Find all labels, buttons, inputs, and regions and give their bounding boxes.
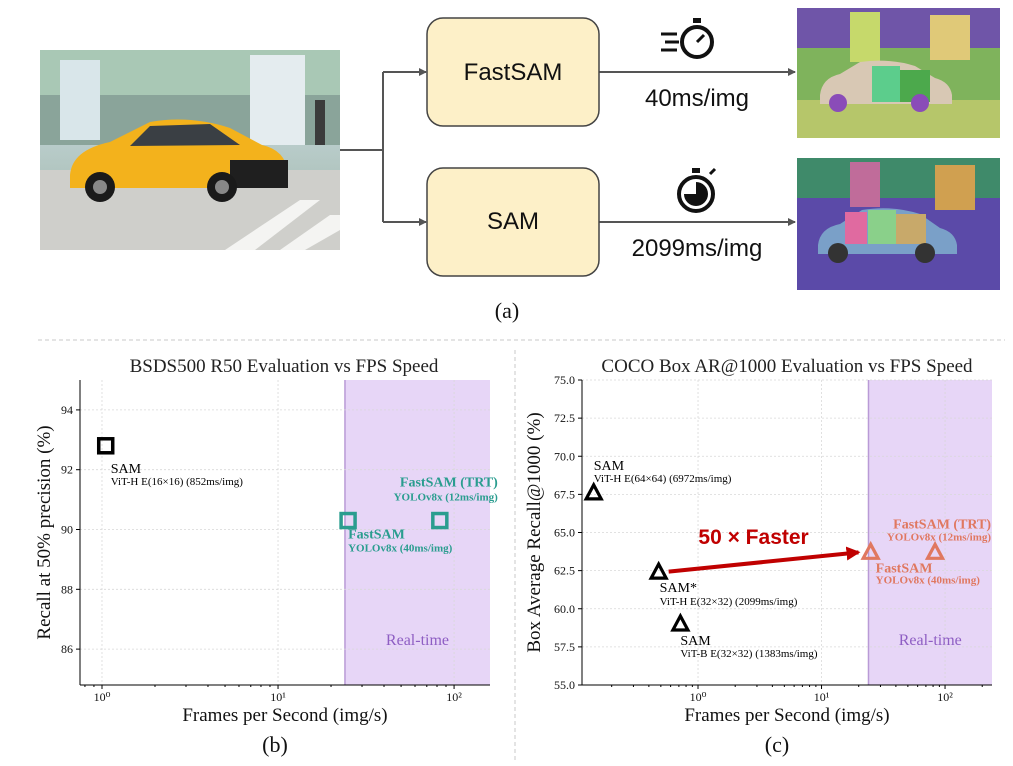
input-image (40, 50, 340, 250)
point-detail: YOLOv8x (40ms/img) (876, 574, 981, 586)
x-axis-label: Frames per Second (img/s) (684, 705, 889, 726)
point-label: FastSAM (TRT) (893, 517, 991, 532)
y-tick-label: 70.0 (554, 449, 575, 463)
y-tick-label: 86 (61, 642, 73, 656)
chart-title: BSDS500 R50 Evaluation vs FPS Speed (130, 356, 439, 377)
y-tick-label: 88 (61, 582, 73, 596)
y-tick-label: 55.0 (554, 678, 575, 692)
point-detail: YOLOv8x (12ms/img) (394, 492, 499, 504)
x-tick-label: 10⁰ (690, 690, 707, 704)
y-axis-label: Box Average Recall@1000 (%) (524, 412, 545, 652)
speedup-arrow (668, 546, 861, 574)
fastsam-output-image (797, 8, 1000, 138)
data-point (96, 437, 115, 455)
fastsam-model-box: FastSAM (426, 17, 600, 127)
point-detail: ViT-H E(16×16) (852ms/img) (111, 476, 244, 488)
x-tick-label: 10¹ (270, 690, 286, 704)
point-label: FastSAM (348, 528, 405, 543)
point-detail: ViT-H E(64×64) (6972ms/img) (594, 473, 732, 485)
caption-a: (a) (495, 298, 519, 323)
realtime-label: Real-time (386, 632, 449, 649)
y-tick-label: 72.5 (554, 411, 575, 425)
y-tick-label: 65.0 (554, 526, 575, 540)
point-label: SAM (594, 459, 625, 474)
y-tick-label: 92 (61, 463, 73, 477)
point-label: SAM (680, 634, 711, 649)
point-detail: ViT-B E(32×32) (1383ms/img) (680, 648, 817, 660)
fastsam-label: FastSAM (464, 59, 563, 86)
point-label: FastSAM (TRT) (400, 476, 498, 491)
speedup-label: 50 × Faster (698, 526, 808, 549)
y-tick-label: 94 (61, 403, 73, 417)
x-tick-label: 10¹ (814, 690, 830, 704)
data-point (670, 612, 691, 632)
sam-output-image (797, 158, 1000, 290)
pipeline-panel: FastSAM SAM 40ms/img 2099ms/img (40, 8, 1000, 323)
y-tick-label: 67.5 (554, 487, 575, 501)
y-tick-label: 90 (61, 523, 73, 537)
y-tick-label: 57.5 (554, 640, 575, 654)
chart-coco: COCO Box AR@1000 Evaluation vs FPS Speed… (524, 356, 992, 757)
data-point (860, 540, 881, 560)
point-detail: YOLOv8x (12ms/img) (887, 531, 992, 543)
fastsam-timing: 40ms/img (645, 85, 749, 112)
point-label: FastSAM (876, 561, 933, 576)
data-point (431, 511, 449, 530)
data-point (339, 511, 357, 530)
point-detail: ViT-H E(32×32) (2099ms/img) (660, 596, 798, 608)
chart-bsds500: BSDS500 R50 Evaluation vs FPS Speed Real-… (34, 356, 498, 757)
data-point (924, 540, 946, 560)
chart-caption: (c) (765, 732, 789, 757)
stopwatch-fast-icon (661, 18, 714, 59)
realtime-region (344, 380, 490, 685)
data-point (583, 481, 604, 501)
x-axis-label: Frames per Second (img/s) (182, 705, 387, 726)
point-label: SAM (111, 462, 142, 477)
point-label: SAM* (660, 581, 697, 596)
chart-title: COCO Box AR@1000 Evaluation vs FPS Speed (601, 356, 973, 377)
x-tick-label: 10² (446, 690, 462, 704)
x-tick-label: 10² (937, 690, 953, 704)
sam-timing: 2099ms/img (632, 235, 763, 262)
pipeline-connectors (340, 68, 796, 226)
chart-caption: (b) (262, 732, 288, 757)
y-tick-label: 75.0 (554, 373, 575, 387)
y-axis-label: Recall at 50% precision (%) (34, 425, 55, 639)
sam-model-box: SAM (426, 167, 600, 277)
realtime-label: Real-time (899, 632, 962, 649)
sam-label: SAM (487, 208, 539, 235)
y-tick-label: 60.0 (554, 602, 575, 616)
data-point (648, 560, 669, 580)
y-tick-label: 62.5 (554, 564, 575, 578)
x-tick-label: 10⁰ (94, 690, 111, 704)
stopwatch-icon (677, 167, 717, 213)
point-detail: YOLOv8x (40ms/img) (348, 543, 453, 555)
